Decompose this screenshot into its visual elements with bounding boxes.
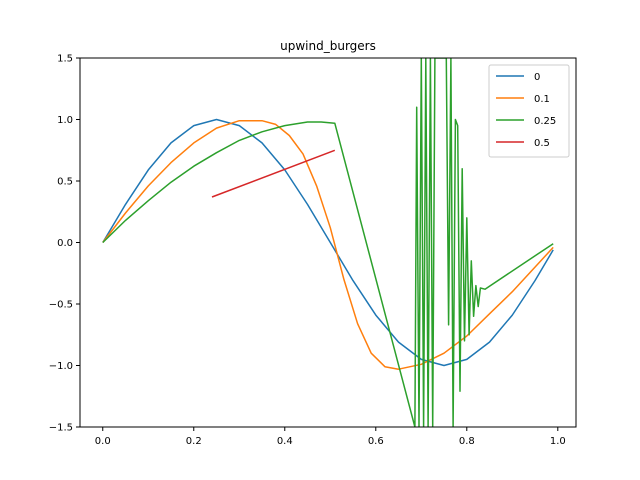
legend-label-3: 0.5 — [534, 138, 550, 149]
y-tick-label: 0.0 — [57, 238, 73, 249]
series-line-2 — [102, 58, 554, 427]
y-tick-label: 0.5 — [57, 177, 73, 188]
x-tick-label: 0.2 — [186, 436, 202, 447]
legend: 0 0.1 0.25 0.5 — [488, 64, 570, 158]
x-tick-label: 0.4 — [277, 436, 293, 447]
y-tick-label: −1.5 — [49, 423, 73, 434]
legend-label-0: 0 — [534, 72, 540, 83]
legend-box — [488, 64, 570, 158]
x-tick-label: 0.6 — [368, 436, 384, 447]
ticks-layer: 0.0 0.2 0.4 0.6 0.8 1.0 −1.5 −1.0 −0.5 0.0 0.5 1.0 1… — [49, 54, 566, 448]
series-line-1 — [102, 119, 554, 370]
y-tick-label: −0.5 — [49, 300, 73, 311]
x-tick-label: 0.8 — [459, 436, 475, 447]
y-tick-label: −1.0 — [49, 361, 73, 372]
legend-label-2: 0.25 — [534, 116, 556, 127]
y-tick-label: 1.0 — [57, 115, 73, 126]
x-tick-label: 0.0 — [95, 436, 111, 447]
legend-label-1: 0.1 — [534, 94, 550, 105]
chart-title: upwind_burgers — [280, 39, 376, 53]
x-tick-label: 1.0 — [550, 436, 566, 447]
series-layer — [102, 58, 554, 427]
y-tick-label: 1.5 — [57, 54, 73, 65]
series-line-3 — [211, 149, 336, 198]
series-line-0 — [102, 118, 554, 367]
plot-frame — [79, 57, 577, 428]
